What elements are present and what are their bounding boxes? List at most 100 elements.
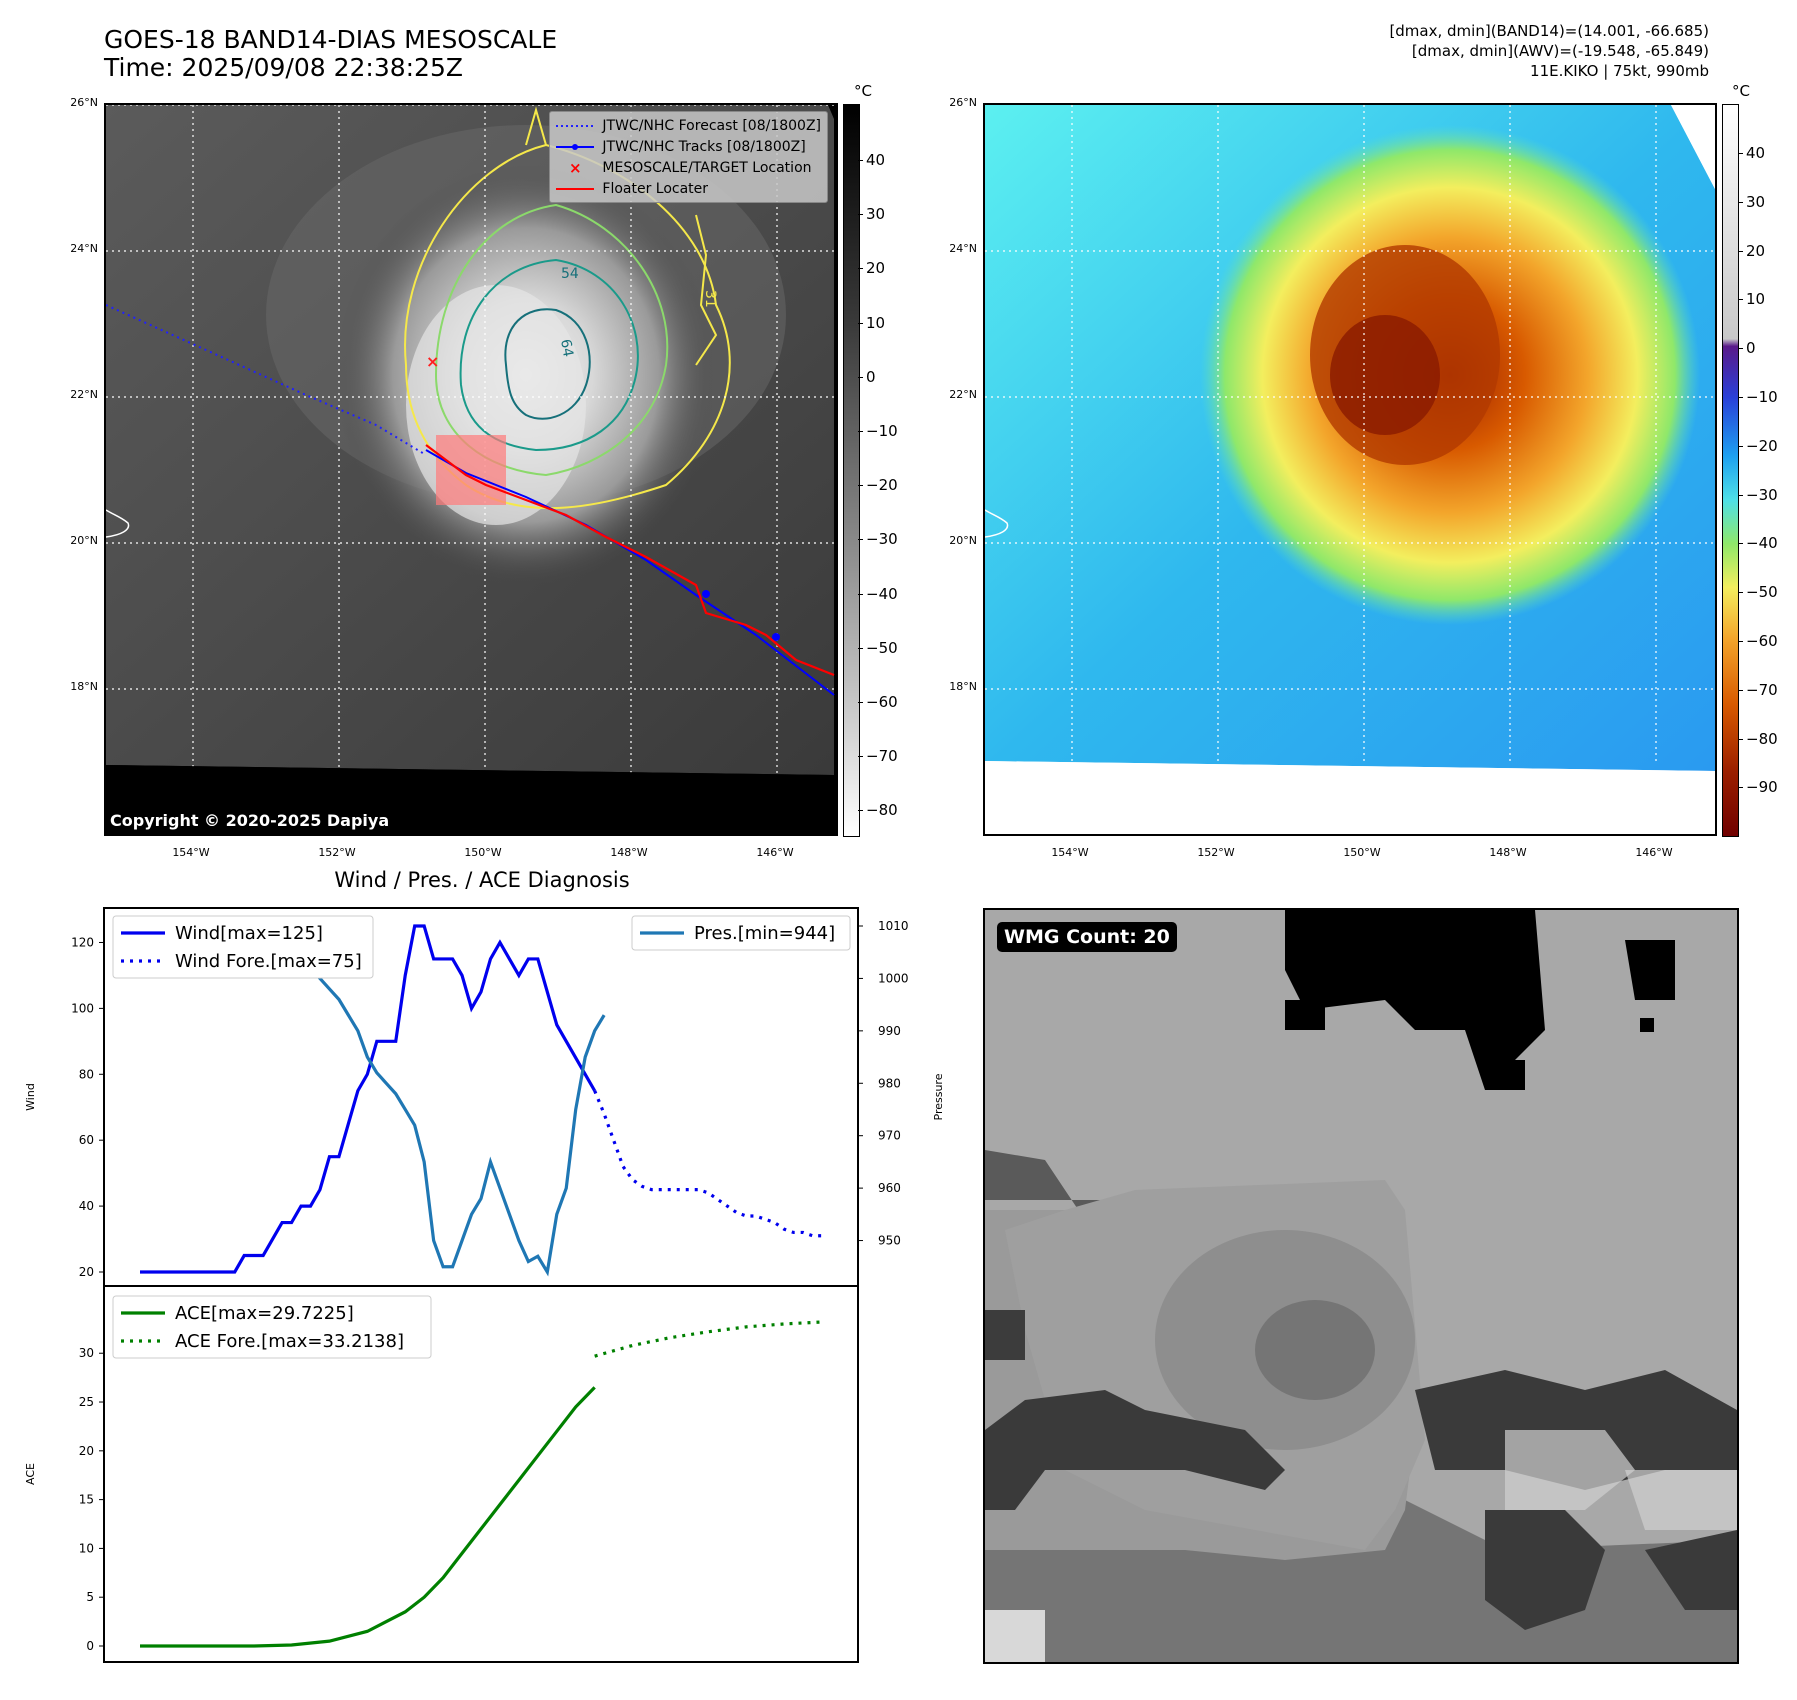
map2-lat-label: 18°N <box>949 680 977 693</box>
map2-lat-label: 24°N <box>949 242 977 255</box>
map2-lat-label: 22°N <box>949 388 977 401</box>
copyright: Copyright © 2020-2025 Dapiya <box>110 811 390 830</box>
map2-lat-label: 20°N <box>949 534 977 547</box>
map1-lat-label: 20°N <box>70 534 98 547</box>
gray-colorbar-tick: −70 <box>866 747 898 766</box>
map2-lon-label: 146°W <box>1635 846 1673 859</box>
map-gridlines <box>985 105 1715 765</box>
wmg-count-badge: WMG Count: 20 <box>997 922 1177 952</box>
ace-series-line <box>140 1386 596 1648</box>
diagnosis-chart: 2040608010012095096097098099010001010Win… <box>24 907 945 1663</box>
floater-box <box>436 435 506 505</box>
color-colorbar-tick: −70 <box>1746 680 1778 699</box>
ace-axis-title: ACE <box>24 1463 37 1485</box>
gray-colorbar-tick: 20 <box>866 259 886 278</box>
pressure-axis-label: 960 <box>878 1181 901 1195</box>
color-colorbar-tick: −20 <box>1746 436 1778 455</box>
pressure-axis-label: 990 <box>878 1024 901 1038</box>
map2-lon-label: 150°W <box>1343 846 1381 859</box>
pressure-axis-label: 950 <box>878 1234 901 1248</box>
map-legend: JTWC/NHC Forecast [08/1800Z] JTWC/NHC Tr… <box>549 111 828 203</box>
map1-lon-label: 148°W <box>610 846 648 859</box>
map1-lat-label: 22°N <box>70 388 98 401</box>
legend-forecast: JTWC/NHC Forecast [08/1800Z] <box>556 117 821 134</box>
gray-colorbar-tick: 0 <box>866 367 876 386</box>
wind-axis-label: 120 <box>71 935 94 949</box>
map1-lon-label: 154°W <box>172 846 210 859</box>
color-colorbar-tick: −90 <box>1746 778 1778 797</box>
gray-colorbar-unit: °C <box>854 82 872 100</box>
map2-lat-label: 26°N <box>949 96 977 109</box>
ir-map-image: 54 64 31 × <box>106 105 836 834</box>
ace-axis-label: 20 <box>79 1444 94 1458</box>
ir-map-panel: 54 64 31 × Copyright © 2020-2025 Dapiya … <box>104 103 838 836</box>
map2-lon-label: 152°W <box>1197 846 1235 859</box>
gray-colorbar-tick: −40 <box>866 584 898 603</box>
pressure-axis-label: 1010 <box>878 919 909 933</box>
floater-locater-track <box>425 444 835 677</box>
ace-axis-label: 10 <box>79 1541 94 1555</box>
info-band14: [dmax, dmin](BAND14)=(14.001, -66.685) <box>1389 22 1709 40</box>
diagnosis-title: Wind / Pres. / ACE Diagnosis <box>334 868 630 892</box>
ace-legend-label: ACE[max=29.7225] <box>175 1303 354 1324</box>
wind-legend-label: Wind Fore.[max=75] <box>175 951 362 972</box>
color-colorbar-tick: −10 <box>1746 388 1778 406</box>
map1-lon-label: 146°W <box>756 846 794 859</box>
wind-axis-label: 40 <box>79 1199 94 1213</box>
map1-lon-label: 150°W <box>464 846 502 859</box>
gray-colorbar-tick: −30 <box>866 530 898 549</box>
ace-legend-label: ACE Fore.[max=33.2138] <box>175 1331 404 1352</box>
track-point <box>772 633 780 641</box>
gray-colorbar-tick: −80 <box>866 801 898 820</box>
coastline <box>985 509 1009 538</box>
color-colorbar <box>1722 104 1739 837</box>
ace-axis-label: 5 <box>86 1590 94 1604</box>
color-colorbar-tick: 20 <box>1746 241 1766 260</box>
info-storm: 11E.KIKO | 75kt, 990mb <box>1530 62 1709 80</box>
gray-colorbar-tick: −50 <box>866 638 898 657</box>
gray-colorbar-tick: 40 <box>866 151 886 169</box>
pressure-axis-label: 970 <box>878 1129 901 1143</box>
pressure-axis-label: 1000 <box>878 971 909 985</box>
map2-lon-label: 154°W <box>1051 846 1089 859</box>
legend-floater: Floater Locater <box>556 180 709 197</box>
contour-label-31: 31 <box>702 290 718 308</box>
wind-forecast-line <box>593 1090 822 1238</box>
gray-colorbar-tick: 30 <box>866 205 886 224</box>
ace-axis-label: 25 <box>79 1395 94 1409</box>
ace-axis-label: 30 <box>79 1346 94 1360</box>
color-colorbar-tick: 0 <box>1746 339 1756 358</box>
ace-legend <box>112 1295 432 1359</box>
wmg-image <box>985 910 1737 1662</box>
forecast-track <box>106 304 427 456</box>
color-colorbar-tick: 40 <box>1746 144 1766 162</box>
gray-colorbar-tick: −20 <box>866 476 898 495</box>
pressure-legend <box>631 915 851 951</box>
map1-lat-label: 18°N <box>70 680 98 693</box>
color-colorbar-tick: 30 <box>1746 192 1766 211</box>
color-colorbar-tick: −30 <box>1746 485 1778 504</box>
wind-axis-label: 20 <box>79 1265 94 1279</box>
pressure-axis-title: Pressure <box>932 1073 945 1120</box>
contour-label-64: 64 <box>557 338 576 358</box>
wmg-panel: WMG Count: 20 <box>983 908 1739 1664</box>
wind-legend-label: Wind[max=125] <box>175 923 323 944</box>
map1-lat-label: 26°N <box>70 96 98 109</box>
color-colorbar-tick: −50 <box>1746 583 1778 602</box>
legend-tracks: JTWC/NHC Tracks [08/1800Z] <box>556 136 821 157</box>
gray-colorbar <box>843 104 860 837</box>
color-colorbar-tick: 10 <box>1746 290 1766 309</box>
wind-series-line <box>140 924 597 1274</box>
info-awv: [dmax, dmin](AWV)=(-19.548, -65.849) <box>1411 42 1709 60</box>
pressure-axis-label: 980 <box>878 1076 901 1090</box>
map2-lon-label: 148°W <box>1489 846 1527 859</box>
ace-axis-label: 0 <box>86 1639 94 1653</box>
contour-label-54: 54 <box>561 266 579 282</box>
color-colorbar-tick: −60 <box>1746 632 1778 650</box>
figure-title: GOES-18 BAND14-DIAS MESOSCALE <box>104 25 558 54</box>
wind-axis-label: 60 <box>79 1133 94 1147</box>
map1-lat-label: 24°N <box>70 242 98 255</box>
legend-target: × MESOSCALE/TARGET Location <box>569 159 812 177</box>
wind-legend <box>112 915 374 979</box>
color-colorbar-unit: °C <box>1732 82 1750 100</box>
